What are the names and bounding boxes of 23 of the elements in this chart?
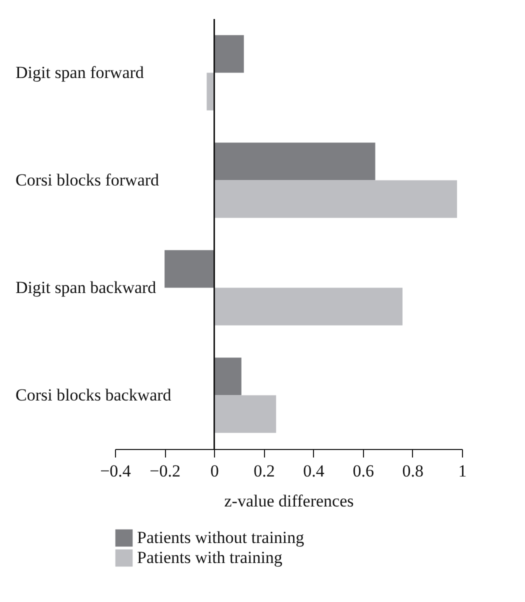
bar xyxy=(214,358,242,396)
legend-label: Patients with training xyxy=(137,548,283,567)
legend-label: Patients without training xyxy=(137,528,305,547)
bar xyxy=(214,142,376,180)
bar xyxy=(214,35,244,73)
x-tick-label: 0.8 xyxy=(402,462,424,480)
y-tick-label: Corsi blocks backward xyxy=(16,385,172,404)
bar xyxy=(214,180,458,218)
x-axis-title: z-value differences xyxy=(224,492,354,510)
x-tick-label: 0 xyxy=(210,462,219,480)
x-tick-label: −0.2 xyxy=(150,462,180,480)
y-tick-label: Digit span forward xyxy=(16,62,144,82)
bar xyxy=(214,395,276,433)
bar xyxy=(206,72,214,110)
x-tick-label: 1 xyxy=(458,462,467,480)
x-tick-label: 0.4 xyxy=(303,462,325,480)
x-tick-label: 0.6 xyxy=(352,462,374,480)
bar xyxy=(214,288,403,326)
x-tick-label: 0.2 xyxy=(254,462,275,480)
bar xyxy=(164,250,214,288)
y-tick-label: Digit span backward xyxy=(16,278,157,297)
x-tick-label: −0.4 xyxy=(100,462,132,480)
y-tick-label: Corsi blocks forward xyxy=(16,170,160,190)
